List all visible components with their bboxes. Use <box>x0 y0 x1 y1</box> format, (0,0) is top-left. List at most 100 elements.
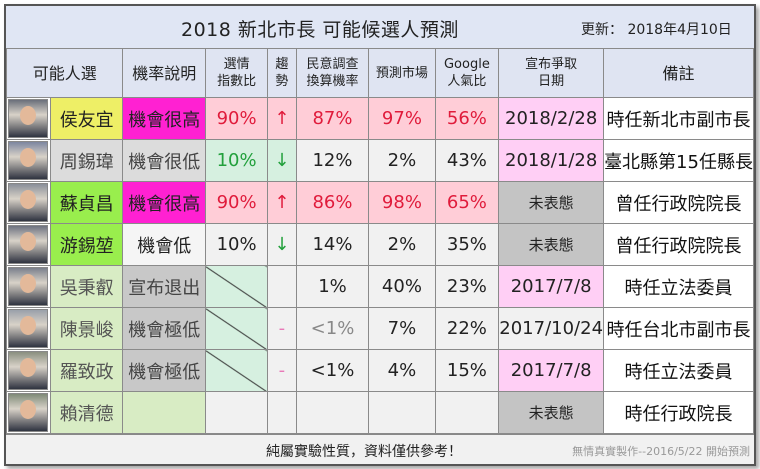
footer-note: 純屬實驗性質，資料僅供參考！ <box>266 444 462 460</box>
note-text: 時任新北市副市長 <box>603 97 754 140</box>
col-announce: 宣布爭取 日期 <box>498 48 605 98</box>
candidates-table: 可能人選 機率說明 選情 指數比 趨勢 民意調查 換算機率 預測市場 Google 人… <box>6 48 754 434</box>
face-shape <box>20 232 37 251</box>
col-google: Google 人氣比 <box>434 48 500 98</box>
index-value: 10% <box>204 223 269 266</box>
candidate-photo <box>8 99 49 138</box>
face-shape <box>20 358 37 377</box>
candidate-photo <box>8 393 49 432</box>
col-candidate: 可能人選 <box>6 48 124 98</box>
poll-value: <1% <box>295 349 370 392</box>
prediction-panel: 2018 新北市長 可能候選人預測 更新： 2018年4月10日 可能人選 機率… <box>4 4 756 466</box>
probability-label: 機會很低 <box>122 139 206 182</box>
index-value: 90% <box>204 97 269 140</box>
announce-date: 2017/10/24 <box>498 307 605 350</box>
candidate-row: 賴清德 未表態 時任行政院長 <box>6 391 754 434</box>
candidate-row: 侯友宜 機會很高 90% ↑ 87% 97% 56% 2018/2/28 時任新北市副市長 <box>6 97 754 140</box>
note-text: 曾任行政院院長 <box>603 181 754 224</box>
poll-value: 1% <box>295 265 370 308</box>
poll-value <box>295 391 370 434</box>
probability-label: 機會極低 <box>122 307 206 350</box>
candidate-row: 陳景峻 機會極低 - <1% 7% 22% 2017/10/24 時任台北市副市長 <box>6 307 754 350</box>
poll-value: <1% <box>295 307 370 350</box>
probability-label <box>122 391 206 434</box>
candidate-row: 吳秉叡 宣布退出 1% 40% 23% 2017/7/8 時任立法委員 <box>6 265 754 308</box>
google-value: 43% <box>434 139 500 182</box>
face-shape <box>20 148 37 167</box>
announce-date: 未表態 <box>498 181 605 224</box>
candidate-photo-cell <box>6 223 51 266</box>
candidate-name: 周錫瑋 <box>49 139 124 182</box>
google-value: 22% <box>434 307 500 350</box>
probability-label: 機會很高 <box>122 97 206 140</box>
google-value <box>434 391 500 434</box>
candidate-row: 蘇貞昌 機會很高 90% ↑ 86% 98% 65% 未表態 曾任行政院院長 <box>6 181 754 224</box>
face-shape <box>20 400 37 419</box>
probability-label: 機會低 <box>122 223 206 266</box>
candidate-row: 羅致政 機會極低 - <1% 4% 15% 2017/7/8 時任立法委員 <box>6 349 754 392</box>
candidate-photo-cell <box>6 391 51 434</box>
note-text: 時任台北市副市長 <box>603 307 754 350</box>
page-title: 2018 新北市長 可能候選人預測 <box>181 19 459 41</box>
title-bar: 2018 新北市長 可能候選人預測 更新： 2018年4月10日 <box>6 6 754 49</box>
google-value: 15% <box>434 349 500 392</box>
candidate-name: 侯友宜 <box>49 97 124 140</box>
announce-date: 未表態 <box>498 223 605 266</box>
trend-arrow: ↑ <box>267 181 297 224</box>
candidate-photo <box>8 309 49 348</box>
index-value <box>204 391 269 434</box>
candidate-photo-cell <box>6 307 51 350</box>
footer-credit: 無情真實製作--2016/5/22 開始預測 <box>572 445 750 458</box>
announce-date: 2017/7/8 <box>498 265 605 308</box>
footer: 純屬實驗性質，資料僅供參考！ 無情真實製作--2016/5/22 開始預測 <box>6 434 754 464</box>
candidate-photo-cell <box>6 265 51 308</box>
index-cell-empty <box>204 349 269 392</box>
candidate-photo <box>8 141 49 180</box>
trend-arrow: ↓ <box>267 139 297 182</box>
candidate-photo <box>8 183 49 222</box>
candidate-photo-cell <box>6 139 51 182</box>
probability-label: 機會很高 <box>122 181 206 224</box>
note-text: 時任立法委員 <box>603 265 754 308</box>
candidate-photo <box>8 267 49 306</box>
index-value: 10% <box>204 139 269 182</box>
candidate-photo-cell <box>6 349 51 392</box>
market-value: 2% <box>368 139 436 182</box>
col-probability: 機率說明 <box>122 48 206 98</box>
candidate-row: 游錫堃 機會低 10% ↓ 14% 2% 35% 未表態 曾任行政院院長 <box>6 223 754 266</box>
index-cell-empty <box>204 307 269 350</box>
trend-arrow: ↓ <box>267 223 297 266</box>
announce-date: 2018/1/28 <box>498 139 605 182</box>
google-value: 35% <box>434 223 500 266</box>
poll-value: 14% <box>295 223 370 266</box>
candidate-name: 羅致政 <box>49 349 124 392</box>
trend-arrow <box>267 265 297 308</box>
candidate-name: 陳景峻 <box>49 307 124 350</box>
face-shape <box>20 190 37 209</box>
note-text: 臺北縣第15任縣長 <box>603 139 754 182</box>
candidate-row: 周錫瑋 機會很低 10% ↓ 12% 2% 43% 2018/1/28 臺北縣第15任縣長 <box>6 139 754 182</box>
trend-arrow: ↑ <box>267 97 297 140</box>
candidate-name: 游錫堃 <box>49 223 124 266</box>
header-row: 可能人選 機率說明 選情 指數比 趨勢 民意調查 換算機率 預測市場 Google 人… <box>6 48 754 98</box>
note-text: 曾任行政院院長 <box>603 223 754 266</box>
note-text: 時任立法委員 <box>603 349 754 392</box>
col-index: 選情 指數比 <box>204 48 269 98</box>
face-shape <box>20 106 37 125</box>
trend-arrow: - <box>267 307 297 350</box>
market-value: 2% <box>368 223 436 266</box>
market-value: 4% <box>368 349 436 392</box>
candidate-photo <box>8 225 49 264</box>
col-poll: 民意調查 換算機率 <box>295 48 370 98</box>
candidate-photo <box>8 351 49 390</box>
candidate-photo-cell <box>6 97 51 140</box>
note-text: 時任行政院長 <box>603 391 754 434</box>
probability-label: 機會極低 <box>122 349 206 392</box>
announce-date: 未表態 <box>498 391 605 434</box>
trend-arrow <box>267 391 297 434</box>
candidate-photo-cell <box>6 181 51 224</box>
market-value <box>368 391 436 434</box>
announce-date: 2017/7/8 <box>498 349 605 392</box>
announce-date: 2018/2/28 <box>498 97 605 140</box>
market-value: 7% <box>368 307 436 350</box>
